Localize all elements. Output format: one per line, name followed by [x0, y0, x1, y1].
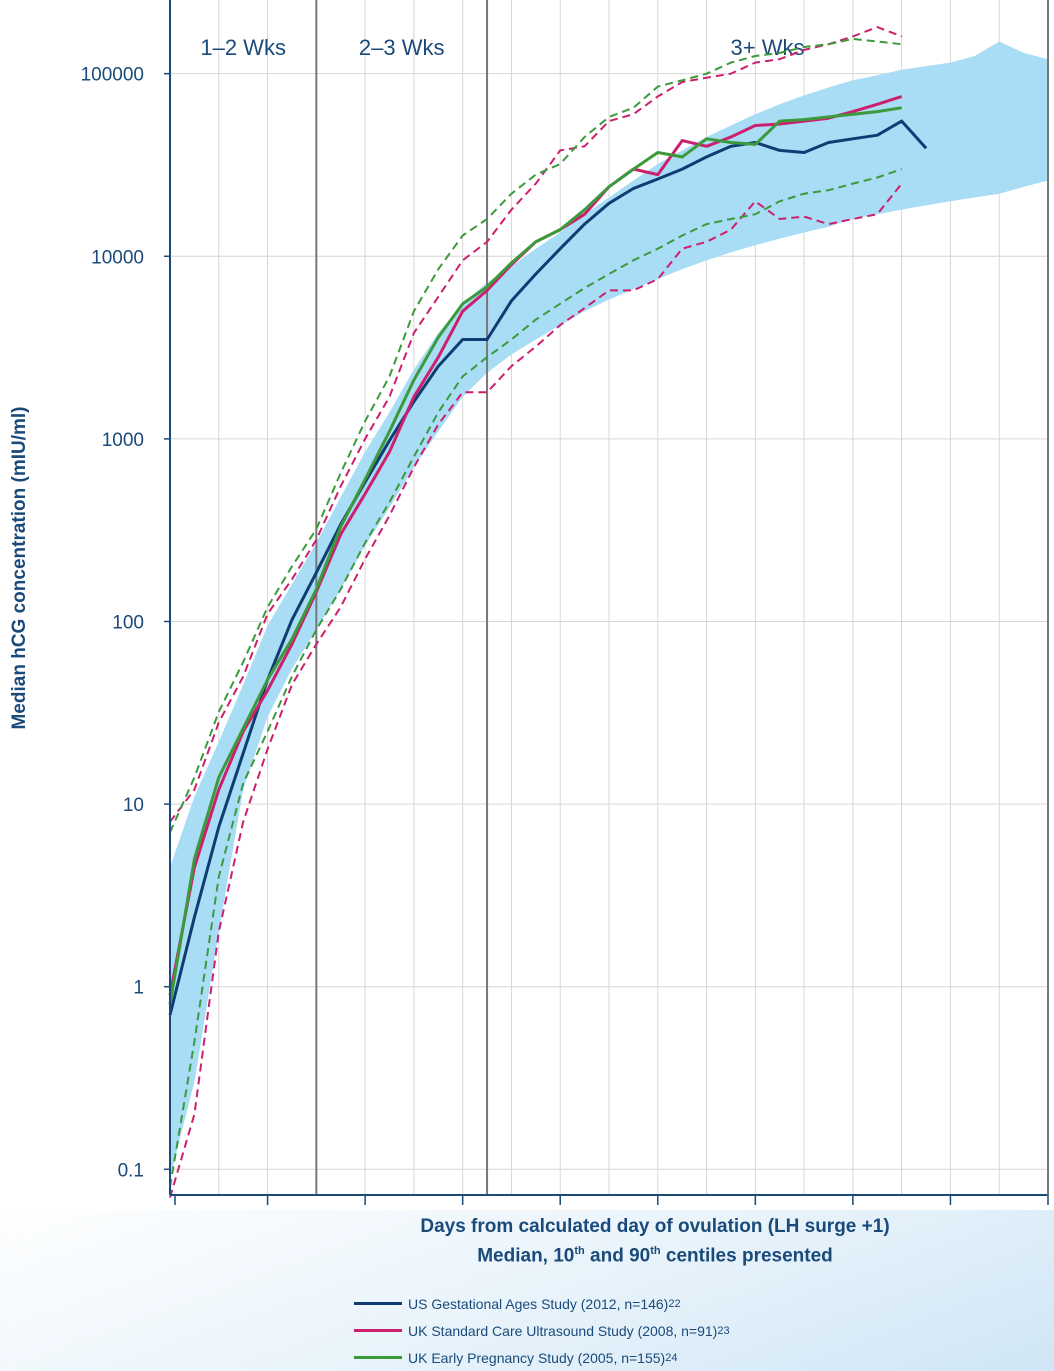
region-label: 1–2 Wks	[200, 35, 286, 60]
x-axis-sublabel: Median, 10th and 90th centiles presented	[230, 1245, 1054, 1267]
legend-label-uk-ep: UK Early Pregnancy Study (2005, n=155)	[408, 1349, 666, 1366]
y-tick-label: 100000	[81, 65, 144, 86]
y-tick-label: 100	[112, 612, 144, 633]
centile-band	[170, 41, 1048, 1178]
x-axis-sublabel-part: and 90	[584, 1245, 651, 1267]
legend-ref-uk-scu: 23	[717, 1324, 730, 1337]
legend-label-us: US Gestational Ages Study (2012, n=146)	[408, 1295, 669, 1312]
legend: US Gestational Ages Study (2012, n=146) 2…	[354, 1290, 730, 1371]
legend-item-uk-ep: UK Early Pregnancy Study (2005, n=155) 24	[354, 1344, 730, 1371]
x-axis-label: Days from calculated day of ovulation (L…	[420, 1216, 890, 1237]
legend-swatch-uk-ep	[354, 1356, 402, 1359]
x-axis-sublabel-part: centiles presented	[660, 1245, 833, 1267]
legend-swatch-uk-scu	[354, 1329, 402, 1332]
legend-label-uk-scu: UK Standard Care Ultrasound Study (2008,…	[408, 1322, 718, 1339]
y-axis-label: Median hCG concentration (mIU/ml)	[9, 406, 30, 730]
region-label: 2–3 Wks	[359, 35, 445, 60]
x-axis-sublabel-part: Median, 10	[477, 1245, 575, 1267]
series-2-p10-line	[169, 168, 903, 1188]
series-2-median-line	[168, 106, 902, 1005]
y-tick-label: 1	[133, 978, 144, 999]
series-1-p90-line	[169, 26, 903, 823]
y-tick-label: 0.1	[118, 1160, 144, 1181]
region-label: 3+ Wks	[731, 35, 805, 60]
series-1-p10-line	[169, 182, 903, 1198]
legend-swatch-us	[354, 1302, 402, 1305]
x-axis-sublabel-sup: th	[650, 1245, 661, 1257]
week-dividers: 1–2 Wks 2–3 Wks 3+ Wks	[200, 0, 805, 1195]
series-2-p90-line	[169, 37, 902, 833]
legend-item-us: US Gestational Ages Study (2012, n=146) 2…	[354, 1290, 730, 1317]
series-0-median-line	[168, 119, 928, 1016]
hcg-chart: 1–2 Wks 2–3 Wks 3+ Wks 0.1 1 10 100 1000 10000 1…	[80, 0, 1049, 1205]
legend-ref-uk-ep: 24	[665, 1351, 678, 1364]
centile-band-area	[170, 41, 1048, 1178]
legend-ref-us: 22	[668, 1297, 681, 1310]
axes: 0.1 1 10 100 1000 10000 100000	[81, 0, 1049, 1205]
x-axis-sublabel-sup: th	[574, 1245, 585, 1257]
series-lines	[168, 26, 928, 1198]
y-tick-label: 10	[123, 795, 144, 816]
y-tick-label: 1000	[102, 430, 144, 451]
y-tick-label: 10000	[91, 247, 144, 268]
legend-item-uk-scu: UK Standard Care Ultrasound Study (2008,…	[354, 1317, 730, 1344]
